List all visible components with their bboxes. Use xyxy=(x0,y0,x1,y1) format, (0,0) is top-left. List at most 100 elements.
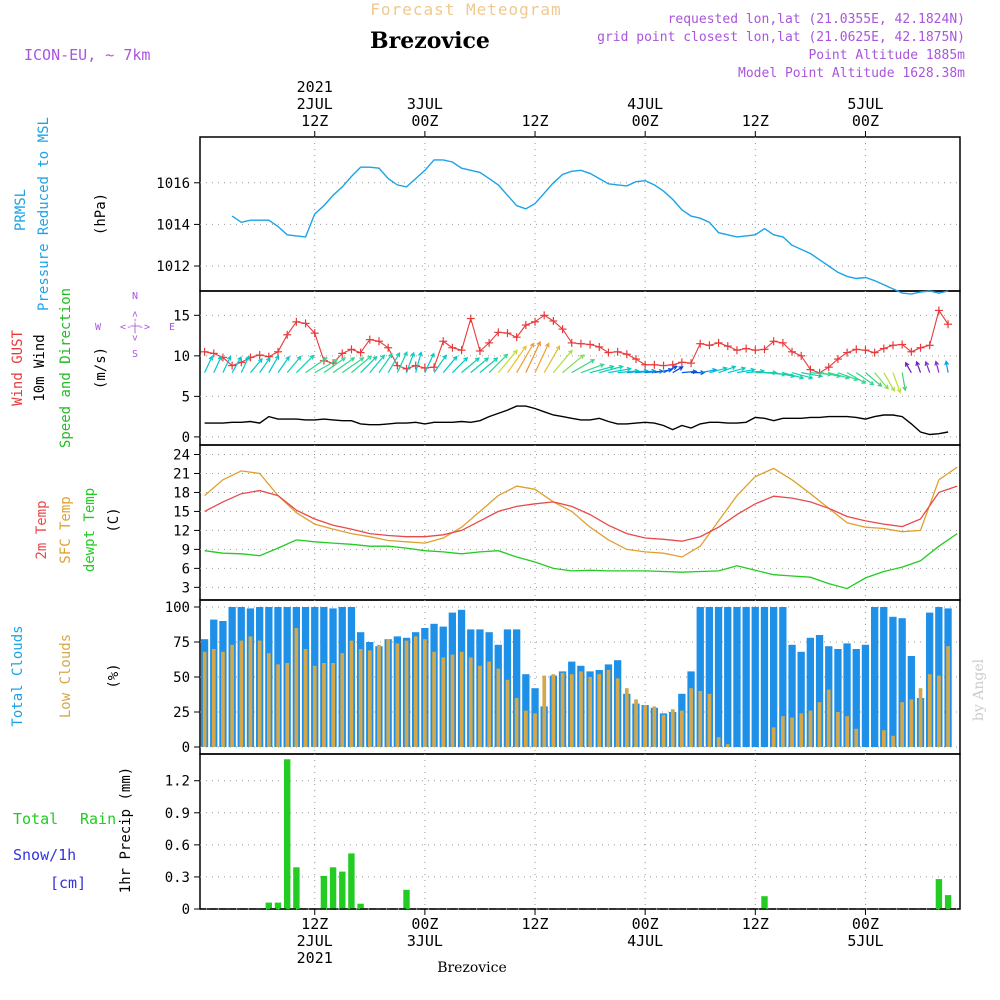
precip-frame xyxy=(199,753,961,910)
wind-arrow-head xyxy=(463,356,469,362)
low-cloud-bar xyxy=(257,640,262,747)
low-cloud-bar xyxy=(836,712,840,747)
wind-arrow xyxy=(525,341,541,373)
low-cloud-bar xyxy=(221,651,225,747)
wind-speed-line xyxy=(204,405,949,436)
wind-arrow xyxy=(323,357,346,374)
bottom-axis-label: 12Z xyxy=(301,915,328,933)
rain-bar xyxy=(403,889,410,909)
dewpt-label: dewpt Temp xyxy=(82,488,98,572)
rain-bar xyxy=(339,871,346,909)
low-cloud-bar xyxy=(588,677,592,747)
wind-arrow xyxy=(608,368,631,374)
wind-arrow xyxy=(727,367,746,374)
gust-line xyxy=(204,309,949,374)
low-cloud-bar xyxy=(450,654,455,747)
low-cloud-bar xyxy=(808,710,813,747)
top-axis-label: 12Z xyxy=(521,112,548,130)
prmsl-desc-label: Pressure Reduced to MSL xyxy=(36,117,52,311)
rain-bar xyxy=(320,875,328,909)
wind-arrow-head xyxy=(322,357,328,362)
y-tick-label: 1012 xyxy=(156,259,190,275)
wind-arrow-head xyxy=(529,342,535,348)
wind-arrow-head xyxy=(672,365,678,371)
wind-arrow-head xyxy=(430,352,435,358)
wind-arrow xyxy=(736,368,755,374)
temp2m-line xyxy=(204,485,958,542)
wind-arrow-head xyxy=(944,360,950,366)
y-tick-label: 6 xyxy=(182,561,190,577)
low-cloud-bar xyxy=(918,688,923,747)
y-tick-label: 0.9 xyxy=(165,806,190,822)
low-cloud-bar xyxy=(542,675,547,747)
y-tick-label: 0.3 xyxy=(165,870,190,886)
low-cloud-bar xyxy=(854,728,859,747)
wind-arrow xyxy=(488,353,508,374)
wind-arrow-head xyxy=(861,379,867,384)
wind-arrow xyxy=(295,355,314,374)
bottom-axis-label: 4JUL xyxy=(627,932,663,950)
wind-arrow xyxy=(378,353,393,373)
low-cloud-bar xyxy=(781,716,785,747)
rain-bar xyxy=(944,895,952,909)
wind-arrow xyxy=(681,370,697,374)
wind-arrow xyxy=(305,357,328,374)
low-cloud-bar xyxy=(643,705,647,747)
wind-arrow xyxy=(571,359,595,374)
wind-arrow xyxy=(433,355,447,373)
wind-arrow xyxy=(709,367,727,374)
total-cloud-bar xyxy=(815,635,824,747)
wind-arrow-head xyxy=(522,345,527,351)
dewpt-line xyxy=(204,533,958,590)
low-cloud-bar xyxy=(606,670,611,747)
precip-labels: Total Rain Snow/1h [cm] 1hr Precip (mm) xyxy=(13,767,134,893)
wind-arrow-head xyxy=(493,357,499,363)
rain-bar xyxy=(329,867,337,909)
wind-arrow-head xyxy=(257,358,263,364)
wind-arrow-head xyxy=(626,366,632,372)
low-cloud-bar xyxy=(716,737,721,747)
wind-arrow-head xyxy=(817,373,824,379)
temp2m-label: 2m Temp xyxy=(34,500,50,559)
low-cloud-bar xyxy=(413,636,418,747)
y-tick-label: 1.2 xyxy=(165,774,190,790)
rain-label: Rain xyxy=(80,810,116,828)
y-tick-label: 100 xyxy=(165,600,190,616)
wind-arrow xyxy=(534,343,550,373)
total-cloud-bar xyxy=(714,607,723,747)
total-cloud-bar xyxy=(770,607,778,747)
rain-bar xyxy=(293,867,300,909)
total-cloud-bar xyxy=(760,607,769,747)
wind-arrow xyxy=(442,356,458,374)
wind-arrow xyxy=(663,365,678,374)
low-cloud-bar xyxy=(285,663,290,747)
wind-arrow xyxy=(773,372,795,377)
wind-unit-label: (m/s) xyxy=(93,347,109,389)
low-cloud-label: Low Clouds xyxy=(58,634,74,718)
low-cloud-bar xyxy=(927,674,932,747)
y-tick-label: 1016 xyxy=(156,176,190,192)
low-cloud-bar xyxy=(551,674,556,747)
prmsl-unit-label: (hPa) xyxy=(93,193,109,235)
rain-bar xyxy=(265,902,272,909)
bottom-axis-label: 00Z xyxy=(852,915,879,933)
low-cloud-bar xyxy=(487,661,491,747)
low-cloud-bar xyxy=(615,678,620,747)
low-cloud-bar xyxy=(937,675,941,747)
total-cloud-bar xyxy=(871,607,879,747)
total-cloud-bar xyxy=(779,607,787,747)
wind-arrow xyxy=(718,365,736,374)
low-cloud-bar xyxy=(202,651,207,747)
low-cloud-bar xyxy=(817,702,822,747)
top-axis-label: 3JUL xyxy=(407,95,443,113)
wind-arrow xyxy=(332,357,355,374)
pressure-labels: PRMSL Pressure Reduced to MSL (hPa) xyxy=(13,117,109,311)
wind-arrow xyxy=(204,356,213,373)
wind-arrow-head xyxy=(934,360,940,366)
wind-arrow xyxy=(259,357,271,373)
y-tick-label: 1014 xyxy=(156,217,190,233)
cloud-unit-label: (%) xyxy=(106,663,122,688)
prmsl-label: PRMSL xyxy=(13,189,29,231)
wind-arrow-head xyxy=(333,359,339,364)
wind-arrow-head xyxy=(579,354,585,360)
